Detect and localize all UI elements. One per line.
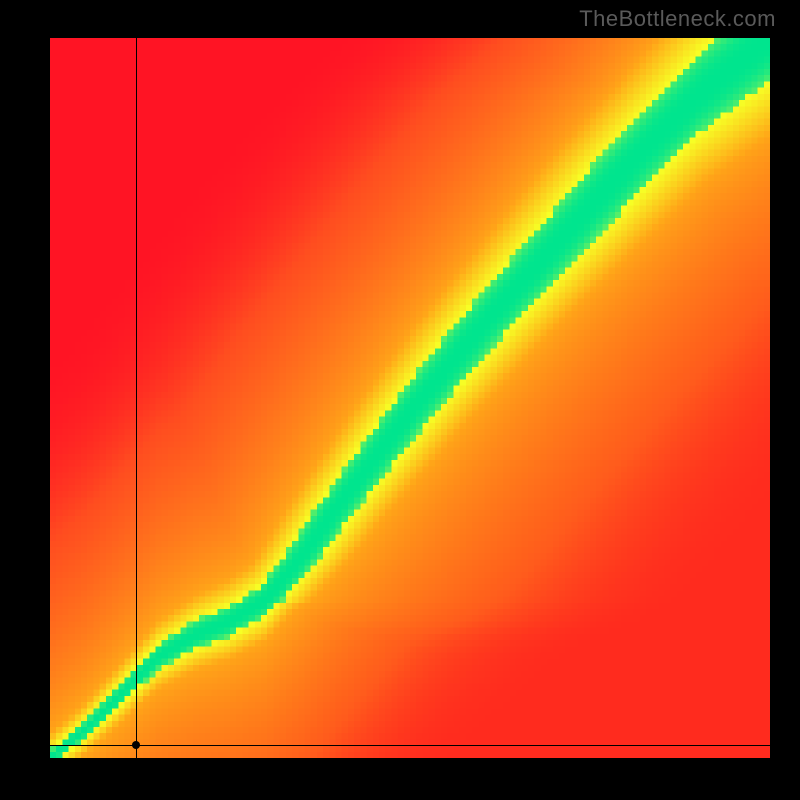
heatmap-plot [50,38,770,758]
heatmap-canvas [50,38,770,758]
watermark-text: TheBottleneck.com [579,6,776,32]
crosshair-marker [132,741,140,749]
crosshair-horizontal [50,745,770,746]
crosshair-vertical [136,38,137,758]
